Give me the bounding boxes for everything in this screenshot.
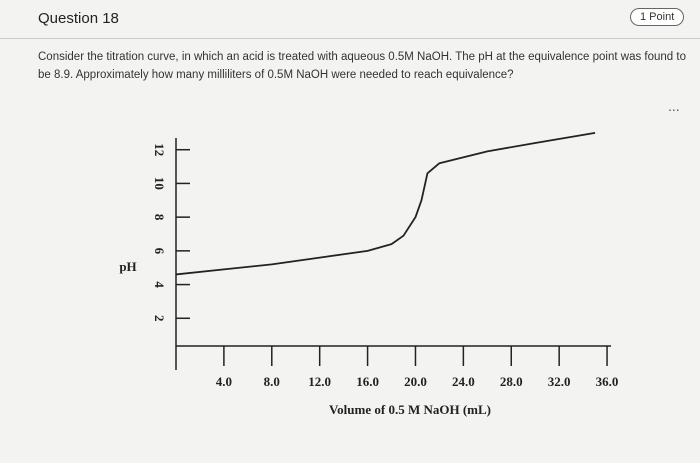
y-tick-label: 10 <box>152 177 167 190</box>
y-tick-label: 6 <box>152 248 167 255</box>
x-tick-label: 16.0 <box>356 374 379 389</box>
x-tick-label: 8.0 <box>264 374 280 389</box>
x-axis-label: Volume of 0.5 M NaOH (mL) <box>329 402 491 417</box>
x-tick-label: 12.0 <box>308 374 331 389</box>
x-tick-label: 28.0 <box>500 374 523 389</box>
divider <box>0 38 700 39</box>
x-tick-label: 24.0 <box>452 374 475 389</box>
y-axis-label: pH <box>119 259 136 274</box>
titration-curve <box>175 131 596 276</box>
y-tick-label: 4 <box>152 281 167 288</box>
x-tick-label: 20.0 <box>404 374 427 389</box>
y-tick-label: 12 <box>152 143 167 156</box>
x-tick-label: 36.0 <box>596 374 619 389</box>
y-tick-label: 8 <box>152 214 167 221</box>
y-tick-label: 2 <box>152 315 167 322</box>
x-tick-label: 32.0 <box>548 374 571 389</box>
more-menu[interactable]: ... <box>668 98 680 114</box>
points-badge: 1 Point <box>630 8 685 26</box>
question-text: Consider the titration curve, in which a… <box>38 51 686 81</box>
x-tick-label: 4.0 <box>216 374 232 389</box>
question-title: Question 18 <box>38 10 119 27</box>
